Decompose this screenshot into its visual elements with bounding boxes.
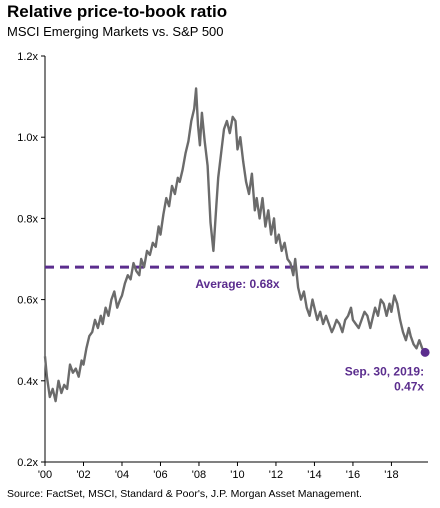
y-tick-label: 1.2x [17, 51, 38, 63]
x-tick-label: '10 [230, 469, 244, 481]
series-line [43, 87, 427, 403]
latest-value-label: 0.47x [394, 379, 424, 393]
chart-title: Relative price-to-book ratio [7, 2, 228, 21]
x-tick-label: '04 [115, 469, 129, 481]
x-tick-label: '08 [192, 469, 206, 481]
latest-date-label: Sep. 30, 2019: [345, 364, 424, 378]
y-tick-label: 1.0x [17, 132, 38, 144]
latest-point-marker [420, 347, 430, 357]
average-label: Average: 0.68x [195, 277, 280, 291]
chart-subtitle: MSCI Emerging Markets vs. S&P 500 [7, 24, 224, 39]
x-tick-label: '16 [346, 469, 360, 481]
x-tick-label: '00 [38, 469, 52, 481]
y-tick-label: 0.6x [17, 295, 38, 307]
y-tick-label: 0.2x [17, 457, 38, 469]
y-tick-label: 0.4x [17, 376, 38, 388]
source-note: Source: FactSet, MSCI, Standard & Poor's… [7, 488, 362, 500]
x-tick-label: '18 [384, 469, 398, 481]
y-tick-label: 0.8x [17, 213, 38, 225]
x-tick-label: '06 [153, 469, 167, 481]
axes: 0.2x 0.4x 0.6x 0.8x 1.0x 1.2x '00 '02 '04 '06 '08 '… [17, 51, 428, 481]
series-group [43, 87, 430, 403]
x-tick-label: '12 [269, 469, 283, 481]
x-tick-label: '14 [307, 469, 321, 481]
x-tick-label: '02 [76, 469, 90, 481]
